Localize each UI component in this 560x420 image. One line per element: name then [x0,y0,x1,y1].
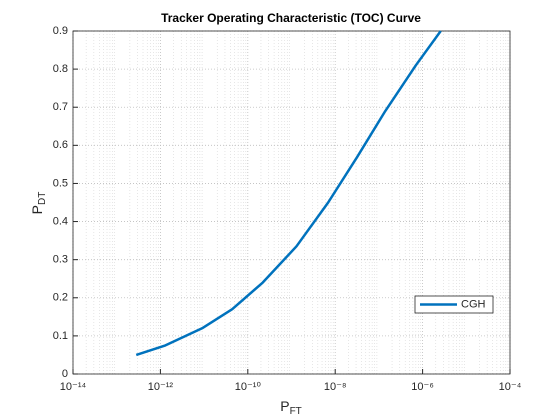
x-tick-label: 10⁻⁴ [499,381,522,393]
legend-label: CGH [461,298,486,310]
x-label-main: P [280,398,289,414]
x-tick-label: 10⁻¹⁰ [235,381,262,393]
axes-box [72,30,511,375]
y-tick-label: 0.9 [53,25,68,37]
y-tick-label: 0.2 [53,292,68,304]
x-tick-label: 10⁻⁶ [411,381,434,393]
y-tick-label: 0.8 [53,63,68,75]
y-label-main: P [29,205,45,214]
x-axis-label: PFT [280,398,302,417]
y-tick-label: 0 [62,368,68,380]
y-tick-label: 0.3 [53,254,68,266]
x-tick-label: 10⁻¹⁴ [60,381,87,393]
x-tick-label: 10⁻⁸ [324,381,347,393]
y-tick-label: 0.4 [53,215,68,227]
data-line [135,30,442,357]
chart-title: Tracker Operating Characteristic (TOC) C… [161,11,421,25]
y-tick-label: 0.1 [53,330,68,342]
y-tick-label: 0.6 [53,139,68,151]
y-label-sub: DT [37,192,48,205]
y-axis-label: PDT [29,192,48,215]
y-tick-label: 0.7 [53,101,68,113]
x-tick-label: 10⁻¹² [148,381,174,393]
y-tick-label: 0.5 [53,177,68,189]
x-label-sub: FT [290,406,302,417]
